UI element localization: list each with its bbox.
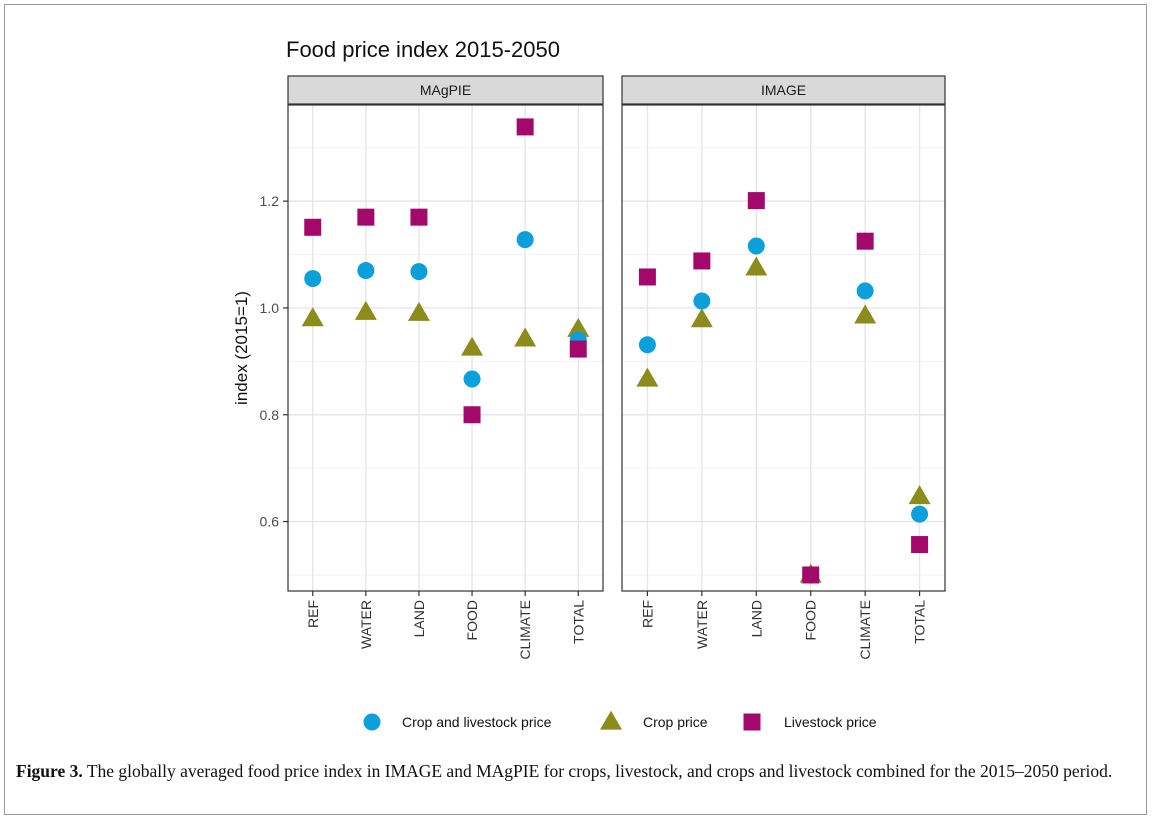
y-tick-label: 0.6 xyxy=(260,514,280,530)
figure-caption: Figure 3. The globally averaged food pri… xyxy=(16,760,1126,782)
legend-key-square xyxy=(743,713,761,731)
x-tick-label: LAND xyxy=(411,600,427,637)
data-point-square xyxy=(693,252,711,270)
data-point-triangle xyxy=(854,304,877,324)
data-point-circle xyxy=(911,505,929,523)
y-axis-label: index (2015=1) xyxy=(232,291,251,405)
legend-label: Crop price xyxy=(643,714,708,730)
x-tick-label: REF xyxy=(639,600,655,628)
data-point-triangle xyxy=(461,336,484,356)
legend-label: Crop and livestock price xyxy=(402,714,552,730)
data-point-square xyxy=(569,340,587,358)
panel-bg-image xyxy=(622,105,945,591)
x-tick-label: TOTAL xyxy=(912,600,928,644)
data-point-triangle xyxy=(636,367,659,387)
data-point-square xyxy=(802,566,820,584)
data-point-triangle xyxy=(567,317,590,337)
data-point-square xyxy=(516,118,534,136)
data-point-circle xyxy=(747,237,765,255)
data-point-square xyxy=(911,536,929,554)
y-tick-label: 1.0 xyxy=(260,300,280,316)
x-tick-label: TOTAL xyxy=(570,600,586,644)
y-tick-label: 0.8 xyxy=(260,407,280,423)
data-point-triangle xyxy=(301,307,324,327)
x-tick-label: CLIMATE xyxy=(857,600,873,660)
legend-key-triangle xyxy=(600,710,622,730)
chart-title: Food price index 2015-2050 xyxy=(286,37,560,62)
strip-label-image: IMAGE xyxy=(761,82,806,98)
data-point-circle xyxy=(357,262,375,280)
data-point-circle xyxy=(304,270,322,288)
data-point-circle xyxy=(638,336,656,354)
x-tick-label: FOOD xyxy=(464,600,480,640)
data-point-circle xyxy=(856,282,874,300)
x-tick-label: WATER xyxy=(358,600,374,649)
data-point-circle xyxy=(516,231,534,249)
strip-magpie xyxy=(287,75,604,105)
data-point-triangle xyxy=(908,485,931,505)
data-point-square xyxy=(410,208,428,226)
data-point-square xyxy=(463,406,481,424)
panel-bg-magpie xyxy=(288,105,603,591)
legend-key-circle xyxy=(363,713,381,731)
x-tick-label: LAND xyxy=(748,600,764,637)
food-price-chart: Food price index 2015-2050 index (2015=1)… xyxy=(232,37,946,731)
data-point-square xyxy=(304,218,322,236)
data-point-square xyxy=(357,208,375,226)
data-point-triangle xyxy=(745,256,768,276)
x-tick-label: CLIMATE xyxy=(517,600,533,660)
data-point-triangle xyxy=(690,308,713,328)
caption-text: The globally averaged food price index i… xyxy=(86,761,1113,781)
panel-border-image xyxy=(621,104,946,592)
x-tick-label: WATER xyxy=(694,600,710,649)
data-point-square xyxy=(747,192,765,210)
data-point-triangle xyxy=(407,301,430,321)
panel-border-magpie xyxy=(287,104,604,592)
data-point-square xyxy=(856,232,874,250)
y-tick-label: 1.2 xyxy=(260,193,280,209)
data-point-square xyxy=(638,268,656,286)
strip-image xyxy=(621,75,946,105)
data-point-circle xyxy=(410,263,428,281)
data-point-triangle xyxy=(354,300,377,320)
data-point-triangle xyxy=(514,327,537,347)
data-point-circle xyxy=(693,292,711,310)
x-tick-label: REF xyxy=(305,600,321,628)
caption-label: Figure 3. xyxy=(16,761,83,781)
data-point-circle xyxy=(463,370,481,388)
legend-label: Livestock price xyxy=(784,714,877,730)
x-tick-label: FOOD xyxy=(803,600,819,640)
strip-label-magpie: MAgPIE xyxy=(420,82,471,98)
